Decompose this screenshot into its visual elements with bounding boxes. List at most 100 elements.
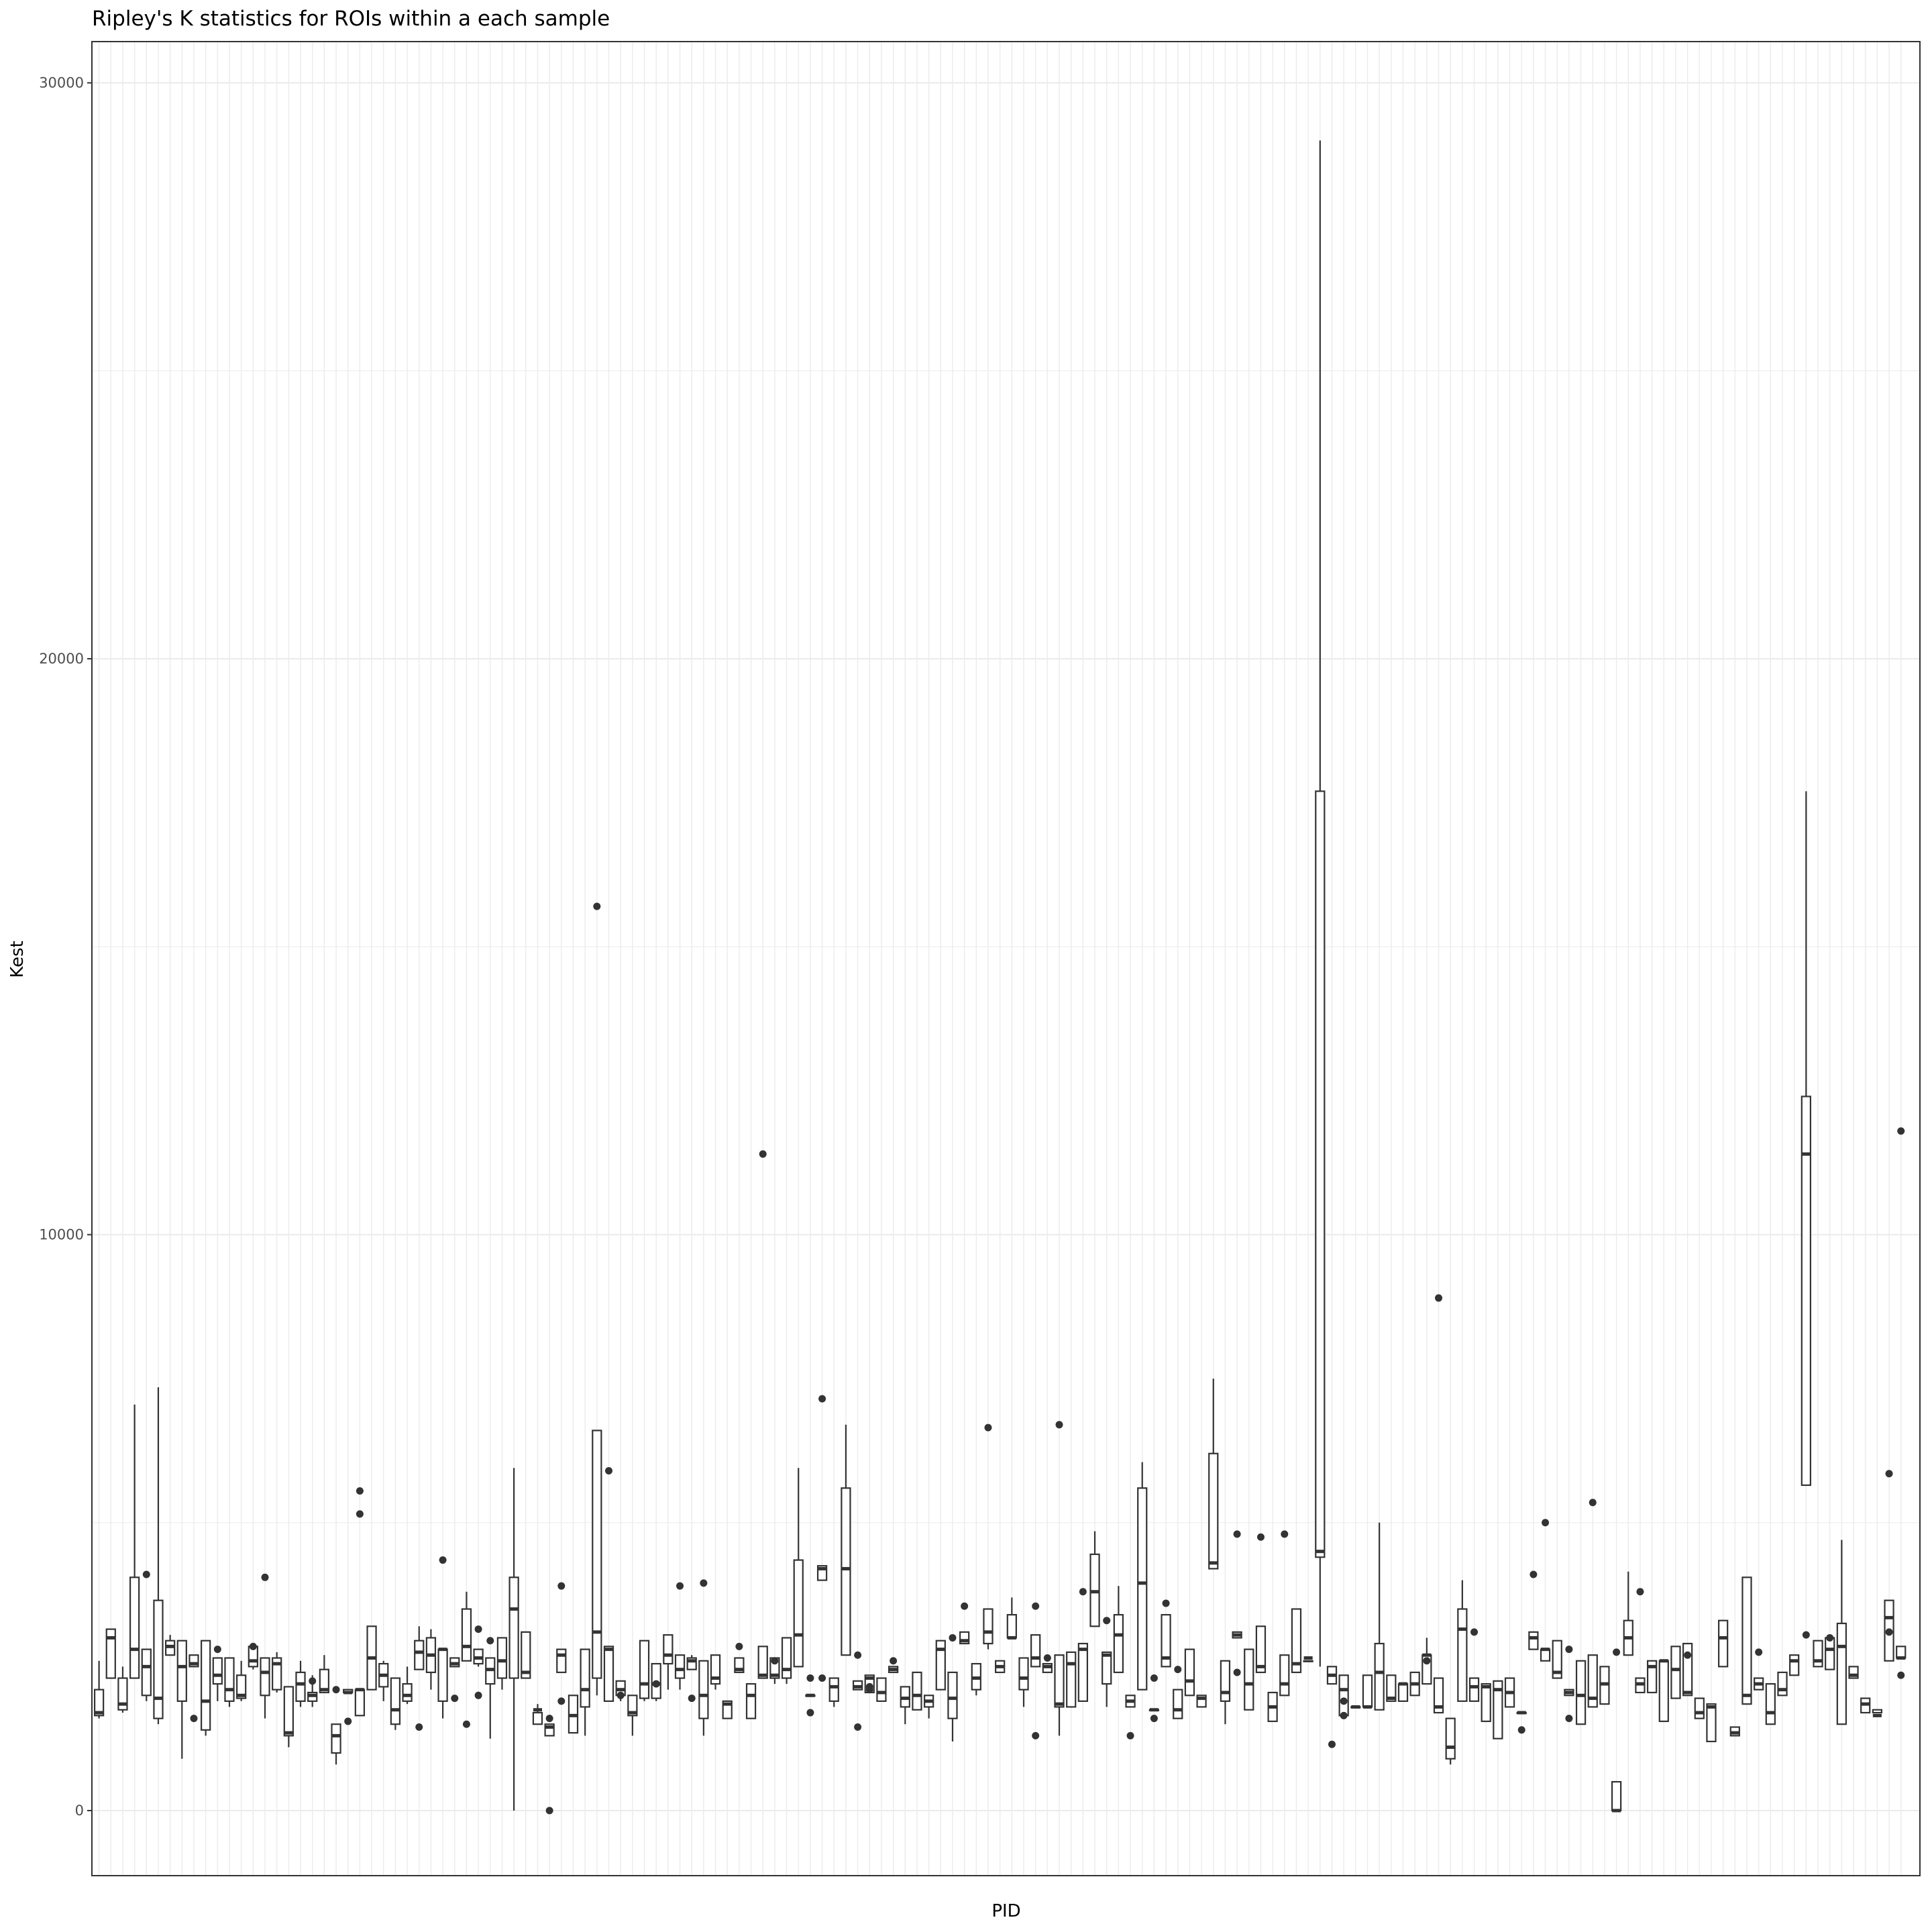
box bbox=[912, 1671, 922, 1711]
box bbox=[1718, 1619, 1729, 1668]
box bbox=[1315, 790, 1326, 1558]
box-group bbox=[260, 1573, 270, 1719]
box-group bbox=[508, 1468, 519, 1811]
outlier-point bbox=[439, 1556, 447, 1564]
box-group bbox=[1421, 1638, 1432, 1685]
box-group bbox=[117, 1666, 128, 1713]
outlier-point bbox=[1470, 1628, 1479, 1636]
box-group bbox=[1658, 1659, 1669, 1723]
outlier-point bbox=[688, 1695, 696, 1703]
outlier-point bbox=[557, 1697, 566, 1705]
box-group bbox=[1291, 1608, 1302, 1674]
box bbox=[1836, 1622, 1847, 1725]
box bbox=[1433, 1677, 1444, 1714]
box-group bbox=[1077, 1588, 1089, 1702]
outlier-point bbox=[1565, 1715, 1573, 1723]
box-group bbox=[1137, 1462, 1148, 1690]
box-group bbox=[1552, 1640, 1562, 1679]
box-group bbox=[402, 1666, 413, 1705]
x-axis-label: PID bbox=[991, 1901, 1020, 1921]
box-group bbox=[580, 1648, 590, 1736]
box bbox=[212, 1657, 223, 1685]
box bbox=[1872, 1709, 1883, 1714]
box-group bbox=[1397, 1682, 1409, 1702]
outlier-point bbox=[1103, 1617, 1111, 1625]
outlier-point bbox=[557, 1582, 566, 1590]
box bbox=[1468, 1677, 1480, 1702]
box-group bbox=[307, 1675, 318, 1707]
box bbox=[1220, 1660, 1231, 1702]
outlier-point bbox=[1885, 1628, 1893, 1636]
box-group bbox=[1504, 1677, 1515, 1708]
box bbox=[1161, 1614, 1171, 1668]
outlier-point bbox=[676, 1582, 684, 1590]
box bbox=[1077, 1642, 1089, 1702]
box bbox=[521, 1631, 531, 1679]
box-group bbox=[1836, 1540, 1847, 1725]
outlier-point bbox=[1589, 1499, 1597, 1507]
box-group bbox=[1267, 1691, 1278, 1723]
box bbox=[757, 1646, 768, 1679]
box-group bbox=[1042, 1654, 1053, 1674]
box bbox=[1018, 1657, 1029, 1690]
box bbox=[93, 1688, 105, 1717]
box-group bbox=[1030, 1602, 1041, 1739]
box bbox=[1102, 1651, 1112, 1685]
outlier-point bbox=[1162, 1599, 1170, 1607]
box-group bbox=[1670, 1646, 1681, 1699]
box bbox=[1741, 1576, 1752, 1705]
box-group bbox=[1481, 1683, 1491, 1723]
box-group bbox=[1825, 1633, 1835, 1670]
box bbox=[1813, 1640, 1823, 1668]
outlier-point bbox=[1885, 1470, 1893, 1478]
box-group bbox=[1279, 1530, 1290, 1697]
box-group bbox=[1113, 1586, 1124, 1674]
outlier-point bbox=[1032, 1602, 1040, 1610]
box-group bbox=[236, 1660, 247, 1701]
box bbox=[876, 1677, 887, 1702]
box bbox=[236, 1674, 247, 1699]
outlier-point bbox=[961, 1602, 969, 1610]
box bbox=[272, 1657, 282, 1690]
box bbox=[1682, 1642, 1693, 1697]
box-group bbox=[816, 1395, 828, 1682]
box bbox=[1646, 1660, 1658, 1694]
box-group bbox=[521, 1631, 531, 1679]
box bbox=[841, 1487, 851, 1656]
outlier-point bbox=[1328, 1740, 1336, 1748]
box-group bbox=[1006, 1597, 1017, 1640]
box bbox=[627, 1695, 638, 1717]
box-group bbox=[935, 1640, 946, 1690]
outlier-point bbox=[854, 1651, 862, 1659]
box-group bbox=[1148, 1674, 1160, 1723]
box-group bbox=[1255, 1533, 1267, 1674]
box-group bbox=[1362, 1674, 1373, 1709]
box bbox=[532, 1711, 543, 1725]
box-group bbox=[1433, 1294, 1444, 1714]
outlier-point bbox=[486, 1637, 494, 1645]
box-group bbox=[1089, 1531, 1100, 1627]
box-group bbox=[734, 1642, 745, 1674]
box-group bbox=[1528, 1570, 1539, 1650]
box-group bbox=[1623, 1571, 1633, 1656]
box bbox=[1575, 1660, 1587, 1725]
box-group bbox=[1741, 1576, 1752, 1705]
outlier-point bbox=[1755, 1648, 1763, 1656]
box-group bbox=[414, 1626, 425, 1731]
box-group bbox=[1564, 1646, 1574, 1723]
gridlines-minor bbox=[92, 370, 1920, 1523]
y-axis-label: Kest bbox=[7, 941, 28, 978]
box-group bbox=[164, 1635, 176, 1656]
box-group bbox=[959, 1602, 970, 1645]
box bbox=[201, 1640, 211, 1731]
box-group bbox=[1338, 1674, 1349, 1719]
box-group bbox=[1326, 1666, 1338, 1748]
outlier-point bbox=[1055, 1421, 1063, 1429]
box-group bbox=[1777, 1671, 1788, 1697]
outlier-point bbox=[1636, 1588, 1644, 1596]
box-group bbox=[781, 1637, 792, 1684]
box-group bbox=[603, 1466, 614, 1702]
box-group bbox=[201, 1640, 211, 1736]
box-group bbox=[852, 1651, 863, 1731]
